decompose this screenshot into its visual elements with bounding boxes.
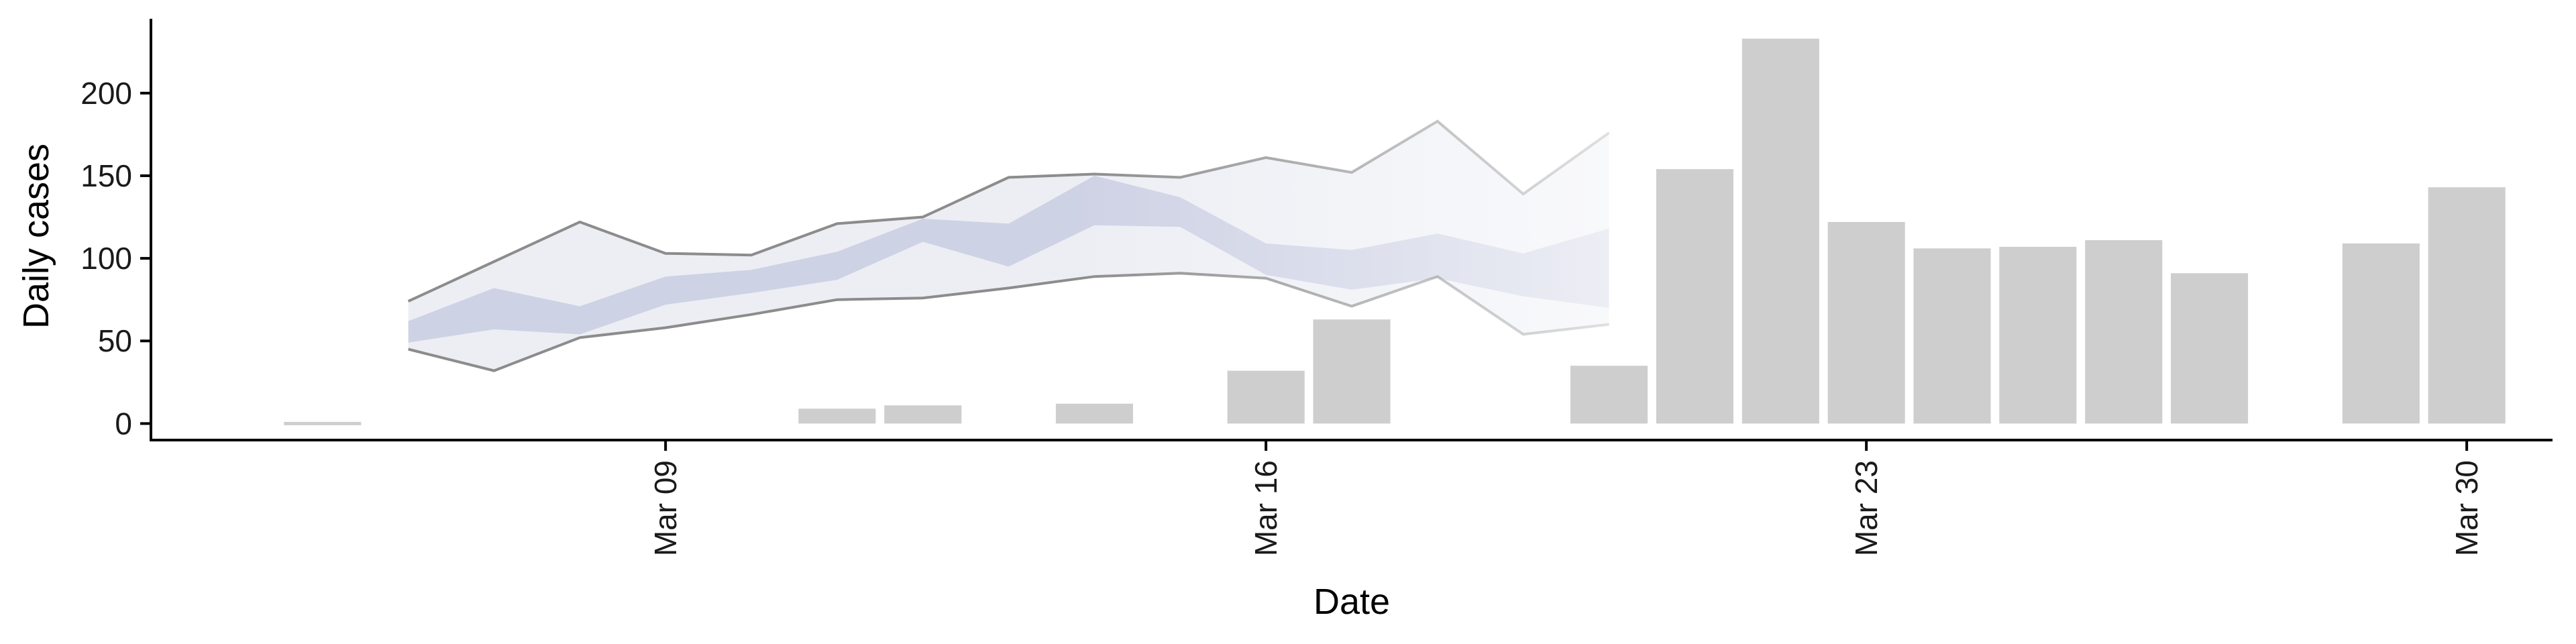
bar	[1741, 38, 1819, 424]
bar	[1827, 221, 1905, 424]
bar	[2085, 240, 2163, 424]
x-axis-ticks: Mar 09 Mar 16 Mar 23 Mar 30	[648, 440, 2484, 556]
bar-layer	[284, 38, 2506, 425]
y-tick-label: 50	[98, 323, 132, 358]
y-axis-ticks: 0 50 100 150 200	[80, 76, 151, 441]
bar	[2342, 243, 2420, 424]
bar	[2171, 273, 2249, 424]
y-tick-label: 200	[80, 76, 132, 111]
inner-projection-band	[408, 176, 1609, 343]
bar	[1570, 366, 1648, 424]
bar	[884, 405, 962, 424]
y-tick-label: 100	[80, 241, 132, 276]
x-tick-label: Mar 16	[1248, 460, 1283, 556]
band-layer	[407, 119, 1610, 372]
bar	[1913, 248, 1991, 424]
bar	[798, 409, 876, 424]
bar	[1313, 319, 1391, 424]
axes	[150, 19, 2553, 441]
y-tick-label: 0	[115, 406, 132, 441]
bar	[1227, 370, 1305, 424]
y-tick-label: 150	[80, 158, 132, 193]
y-axis-title: Daily cases	[16, 144, 56, 329]
bar	[2428, 187, 2506, 424]
bar	[284, 421, 362, 425]
bar	[1055, 403, 1133, 424]
bar	[1999, 246, 2077, 424]
outer-band-upper-line	[407, 119, 1610, 303]
x-tick-label: Mar 30	[2449, 460, 2484, 556]
x-tick-label: Mar 23	[1849, 460, 1884, 556]
outer-band-lower-line	[408, 272, 1609, 372]
bar	[1656, 169, 1733, 424]
x-axis-title: Date	[1313, 582, 1390, 622]
x-tick-label: Mar 09	[648, 460, 683, 556]
